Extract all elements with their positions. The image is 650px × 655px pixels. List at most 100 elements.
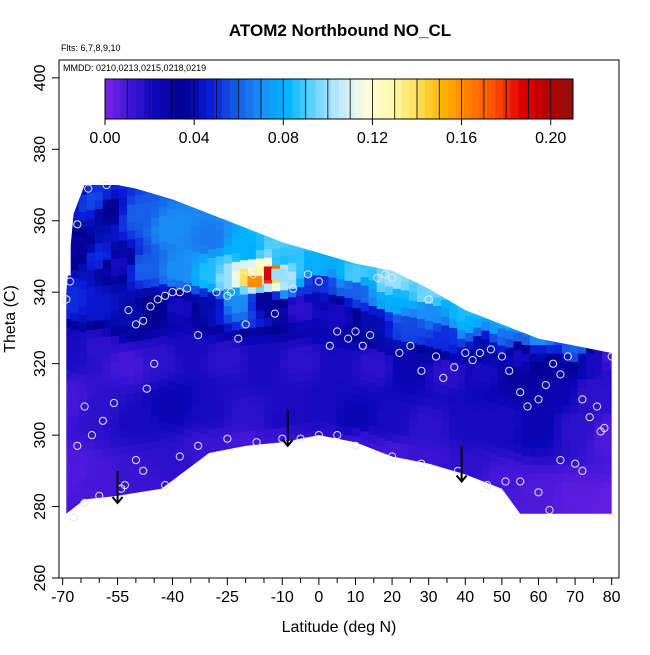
- heat-cell: [352, 350, 362, 360]
- heat-cell: [86, 320, 96, 330]
- heat-cell: [255, 335, 265, 345]
- heat-cell: [441, 410, 450, 420]
- heat-cell: [529, 327, 539, 337]
- heat-cell: [111, 241, 120, 251]
- heat-cell: [70, 440, 80, 450]
- x-tick-label: 0: [314, 589, 323, 606]
- heat-cell: [344, 434, 354, 444]
- heat-cell: [449, 318, 458, 328]
- heat-cell: [135, 460, 144, 470]
- heat-cell: [223, 288, 233, 298]
- heat-cell: [392, 373, 402, 384]
- obs-point: [241, 320, 250, 329]
- heat-cell: [465, 418, 474, 428]
- heat-cell: [513, 400, 523, 411]
- heat-cell: [159, 283, 168, 293]
- heat-cell: [408, 334, 418, 344]
- heat-cell: [183, 377, 193, 387]
- heat-cell: [111, 343, 120, 354]
- heat-cell: [223, 374, 233, 384]
- heat-cell: [191, 285, 201, 295]
- heat-cell: [602, 421, 611, 431]
- heat-cell: [280, 435, 289, 445]
- heat-cell: [489, 367, 499, 377]
- heat-cell: [521, 395, 531, 405]
- heat-cell: [175, 254, 185, 264]
- heat-cell: [602, 413, 611, 423]
- heat-cell: [231, 364, 241, 374]
- heat-cell: [417, 430, 426, 440]
- heat-cell: [223, 442, 233, 453]
- heat-cell: [159, 489, 168, 499]
- heat-cell: [86, 243, 96, 253]
- heat-cell: [481, 424, 491, 434]
- colorbar-band: [440, 79, 449, 119]
- heat-cell: [272, 230, 281, 240]
- heat-cell: [70, 312, 80, 322]
- heat-cell: [312, 326, 321, 336]
- heat-cell: [352, 436, 362, 446]
- heat-cell: [175, 323, 185, 333]
- heat-cell: [127, 170, 136, 179]
- heat-cell: [312, 369, 321, 379]
- heat-cell: [215, 221, 225, 231]
- heat-cell: [352, 384, 362, 394]
- heat-cell: [489, 333, 499, 343]
- heat-cell: [360, 336, 370, 346]
- heat-cell: [344, 340, 354, 350]
- heat-cell: [554, 516, 563, 525]
- heat-cell: [280, 341, 289, 351]
- heat-cell: [94, 491, 104, 501]
- heat-cell: [199, 382, 209, 392]
- heat-cell: [94, 500, 104, 510]
- heat-cell: [417, 412, 426, 423]
- heat-cell: [513, 435, 523, 445]
- heat-cell: [111, 301, 120, 311]
- heat-cell: [561, 395, 571, 405]
- heat-cell: [127, 195, 136, 205]
- heat-cell: [87, 175, 96, 184]
- heat-cell: [610, 387, 612, 397]
- heat-cell: [384, 311, 394, 321]
- heat-cell: [223, 340, 233, 350]
- heat-cell: [167, 303, 176, 313]
- heat-cell: [111, 335, 120, 345]
- heat-cell: [264, 231, 273, 241]
- heat-cell: [336, 372, 346, 383]
- heat-cell: [457, 398, 466, 408]
- heat-cell: [360, 379, 370, 389]
- obs-point: [431, 352, 441, 361]
- heat-cell: [280, 366, 289, 377]
- heat-cell: [199, 279, 209, 289]
- heat-cell: [66, 412, 72, 422]
- heat-cell: [70, 337, 80, 347]
- heat-cell: [143, 441, 152, 451]
- colorbar-band: [534, 79, 543, 119]
- heat-cell: [102, 284, 112, 294]
- heat-cell: [70, 500, 80, 510]
- obs-point: [388, 452, 397, 461]
- heat-cell: [199, 373, 209, 383]
- heat-cell: [408, 402, 418, 412]
- heat-cell: [151, 389, 160, 399]
- heat-cell: [473, 361, 482, 371]
- heat-cell: [545, 447, 555, 457]
- heat-cell: [94, 185, 104, 192]
- heat-cell: [417, 327, 426, 337]
- heat-cell: [111, 215, 120, 225]
- heat-cell: [481, 398, 491, 408]
- heat-cell: [272, 385, 281, 395]
- heat-cell: [239, 328, 249, 338]
- heat-cell: [497, 473, 507, 483]
- heat-cell: [425, 440, 434, 450]
- heat-cell: [102, 310, 112, 320]
- heat-cell: [392, 382, 402, 392]
- heat-cell: [119, 437, 128, 447]
- heat-cell: [135, 494, 144, 504]
- heat-cell: [376, 377, 386, 387]
- heat-cell: [215, 230, 225, 240]
- heat-cell: [545, 430, 555, 440]
- heat-cell: [151, 303, 160, 313]
- heat-cell: [400, 409, 410, 419]
- heat-cell: [135, 254, 144, 264]
